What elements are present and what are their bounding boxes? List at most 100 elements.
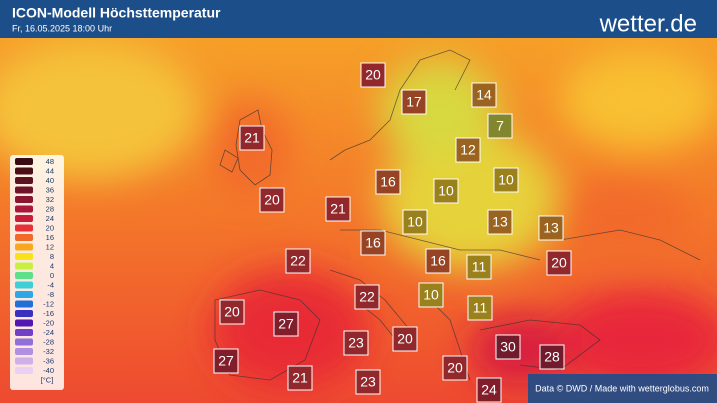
legend-swatch	[15, 234, 33, 241]
temperature-box	[360, 230, 386, 256]
legend-swatch	[15, 338, 33, 346]
temperature-value: 20	[551, 255, 567, 271]
legend-label: -32	[43, 347, 54, 356]
legend-label: 36	[46, 185, 54, 194]
temperature-field	[0, 40, 717, 390]
temperature-value: 10	[498, 172, 514, 188]
temperature-box	[360, 62, 386, 88]
legend-label: 32	[46, 195, 54, 204]
temperature-value: 16	[380, 174, 396, 190]
temperature-box	[433, 178, 459, 204]
temperature-value: 20	[224, 304, 240, 320]
legend-swatch	[15, 329, 33, 336]
temperature-box	[239, 125, 265, 151]
temperature-value: 27	[218, 353, 234, 369]
temperature-value: 17	[406, 94, 422, 110]
legend-swatch	[15, 253, 33, 260]
temperature-value: 24	[481, 382, 497, 398]
temperature-value: 10	[423, 287, 439, 303]
brand: wetter.de	[599, 10, 697, 37]
legend-label: 16	[46, 233, 54, 242]
legend-swatch	[15, 186, 33, 194]
temperature-box	[466, 254, 492, 280]
temperature-value: 10	[438, 183, 454, 199]
legend-swatch	[15, 357, 33, 365]
legend-label: 44	[46, 166, 54, 175]
temperature-box	[392, 326, 418, 352]
legend-label: -24	[43, 328, 54, 337]
temperature-box	[467, 295, 493, 321]
temperature-box	[476, 377, 502, 403]
temperature-value: 7	[496, 118, 504, 134]
temperature-box	[213, 348, 239, 374]
legend-swatch	[15, 319, 33, 327]
legend-swatch	[15, 367, 33, 374]
temperature-box	[539, 344, 565, 370]
temperature-value: 20	[365, 67, 381, 83]
temperature-box	[546, 250, 572, 276]
temperature-box	[375, 169, 401, 195]
temperature-value: 22	[290, 253, 306, 269]
temperature-value: 13	[543, 220, 559, 236]
temperature-box	[259, 187, 285, 213]
temperature-box	[285, 248, 311, 274]
temperature-box	[343, 330, 369, 356]
legend: 48444036322824201612840-4-8-12-16-20-24-…	[15, 157, 54, 384]
legend-label: 20	[46, 223, 54, 232]
temperature-labels: 20 17 147 21 12 16 10 10 20 21 10 13 13 16 22 16 11 20 22 1…	[213, 62, 572, 403]
temperature-box	[402, 209, 428, 235]
temperature-value: 27	[278, 316, 294, 332]
temperature-box	[325, 196, 351, 222]
temperature-value: 11	[472, 259, 487, 275]
legend-label: 0	[50, 271, 54, 280]
temperature-value: 23	[360, 374, 376, 390]
temperature-value: 23	[348, 335, 364, 351]
legend-label: 40	[46, 176, 54, 185]
temperature-value: 16	[365, 235, 381, 251]
legend-swatch	[15, 262, 33, 270]
temperature-box	[487, 113, 513, 139]
temperature-box	[273, 311, 299, 337]
temperature-value: 28	[544, 349, 560, 365]
legend-swatch	[15, 196, 33, 203]
temperature-box	[455, 137, 481, 163]
temperature-box	[487, 209, 513, 235]
legend-label: 28	[46, 204, 54, 213]
legend-label: -16	[43, 309, 54, 318]
temperature-box	[442, 355, 468, 381]
legend-swatch	[15, 215, 33, 222]
temperature-value: 21	[292, 370, 308, 386]
legend-label: -4	[47, 280, 54, 289]
legend-swatch	[15, 310, 33, 317]
legend-swatch	[15, 243, 33, 251]
legend-label: -8	[47, 290, 54, 299]
title: ICON-Modell Höchsttemperatur	[12, 5, 221, 21]
temperature-value: 14	[476, 87, 492, 103]
temperature-value: 21	[244, 130, 260, 146]
legend-swatch	[15, 167, 33, 175]
legend-swatch	[15, 205, 33, 213]
legend-swatch	[15, 272, 33, 279]
temperature-value: 20	[264, 192, 280, 208]
temperature-value: 10	[407, 214, 423, 230]
temperature-value: 30	[500, 339, 516, 355]
legend-swatch	[15, 281, 33, 289]
temperature-value: 12	[460, 142, 476, 158]
legend-label: 4	[50, 261, 54, 270]
temperature-box	[538, 215, 564, 241]
legend-swatch	[15, 348, 33, 355]
temperature-value: 22	[359, 289, 375, 305]
header-bar	[0, 0, 717, 38]
legend-swatch	[15, 177, 33, 184]
temperature-box	[425, 248, 451, 274]
footer-box	[528, 374, 717, 403]
temperature-value: 16	[430, 253, 446, 269]
temperature-box	[287, 365, 313, 391]
legend-swatch	[15, 300, 33, 308]
legend-swatch	[15, 158, 33, 165]
legend-swatch	[15, 291, 33, 298]
legend-label: 24	[46, 214, 54, 223]
temperature-box	[219, 299, 245, 325]
legend-label: -12	[43, 299, 54, 308]
temperature-value: 20	[397, 331, 413, 347]
